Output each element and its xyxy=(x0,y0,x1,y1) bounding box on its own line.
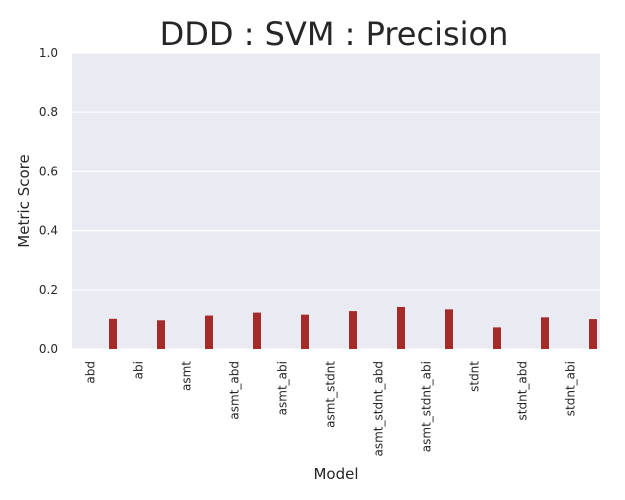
bar-asmt_stdnt_abd xyxy=(397,306,405,349)
x-tick-label: asmt_abd xyxy=(228,361,242,420)
x-tick-label: stdnt_abd xyxy=(516,361,530,420)
y-tick-label: 0.4 xyxy=(39,224,58,238)
plot-background xyxy=(72,53,600,349)
y-tick-label: 0.0 xyxy=(39,342,58,356)
x-tick-label: stdnt xyxy=(468,361,482,392)
y-tick-label: 0.2 xyxy=(39,283,58,297)
bar-stdnt_abi xyxy=(589,319,597,349)
bar-asmt_stdnt_abi xyxy=(445,309,453,349)
bar-abi xyxy=(157,320,165,349)
y-tick-label: 1.0 xyxy=(39,46,58,60)
bar-asmt_abi xyxy=(301,314,309,349)
x-tick-labels: abd abi asmt asmt_abd asmt_abi asmt_stdnt asmt… xyxy=(84,361,578,457)
x-tick-label: asmt_stdnt_abd xyxy=(372,361,386,456)
x-axis-label: Model xyxy=(313,465,358,483)
bar-asmt_abd xyxy=(253,312,261,349)
y-tick-label: 0.8 xyxy=(39,105,58,119)
bars xyxy=(109,306,597,349)
grid-lines xyxy=(72,52,600,350)
bar-abd xyxy=(109,318,117,349)
x-tick-label: asmt_stdnt_abi xyxy=(420,361,434,452)
x-tick-label: abi xyxy=(132,361,146,379)
bar-stdnt xyxy=(493,327,501,349)
x-tick-label: asmt xyxy=(180,361,194,391)
bar-asmt xyxy=(205,315,213,349)
x-tick-label: stdnt_abi xyxy=(564,361,578,416)
y-axis-label: Metric Score xyxy=(15,154,33,247)
x-tick-label: asmt_stdnt xyxy=(324,361,338,428)
bar-stdnt_abd xyxy=(541,317,549,349)
chart-title: DDD : SVM : Precision xyxy=(160,15,509,53)
x-tick-label: abd xyxy=(84,361,98,384)
bar-asmt_stdnt xyxy=(349,311,357,349)
y-tick-labels: 0.0 0.2 0.4 0.6 0.8 1.0 xyxy=(39,46,58,356)
y-tick-label: 0.6 xyxy=(39,164,58,178)
x-tick-label: asmt_abi xyxy=(276,361,290,415)
